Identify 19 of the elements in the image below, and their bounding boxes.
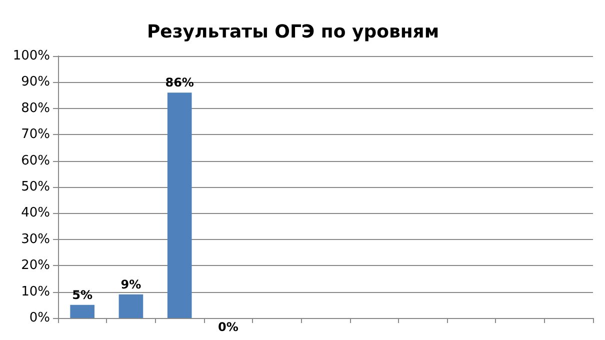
y-tick-label: 30% xyxy=(21,232,50,247)
y-tick-label: 10% xyxy=(21,284,50,300)
y-tick-label: 0% xyxy=(29,310,50,326)
y-tick-label: 90% xyxy=(21,74,50,90)
chart-title: Результаты ОГЭ по уровням xyxy=(146,22,440,42)
y-tick-label: 40% xyxy=(21,206,50,221)
bar xyxy=(167,92,192,318)
y-tick-label: 100% xyxy=(12,48,50,64)
y-tick-label: 20% xyxy=(21,258,50,274)
data-label: 5% xyxy=(72,288,93,302)
y-tick-label: 50% xyxy=(21,180,50,194)
y-tick-label: 80% xyxy=(21,100,50,116)
data-label: 9% xyxy=(120,277,142,292)
data-label: 0% xyxy=(218,320,238,334)
bar xyxy=(70,304,94,318)
y-tick-label: 60% xyxy=(21,153,50,168)
y-tick-label: 70% xyxy=(21,127,50,142)
data-label: 86% xyxy=(165,76,194,90)
bar xyxy=(118,294,144,318)
